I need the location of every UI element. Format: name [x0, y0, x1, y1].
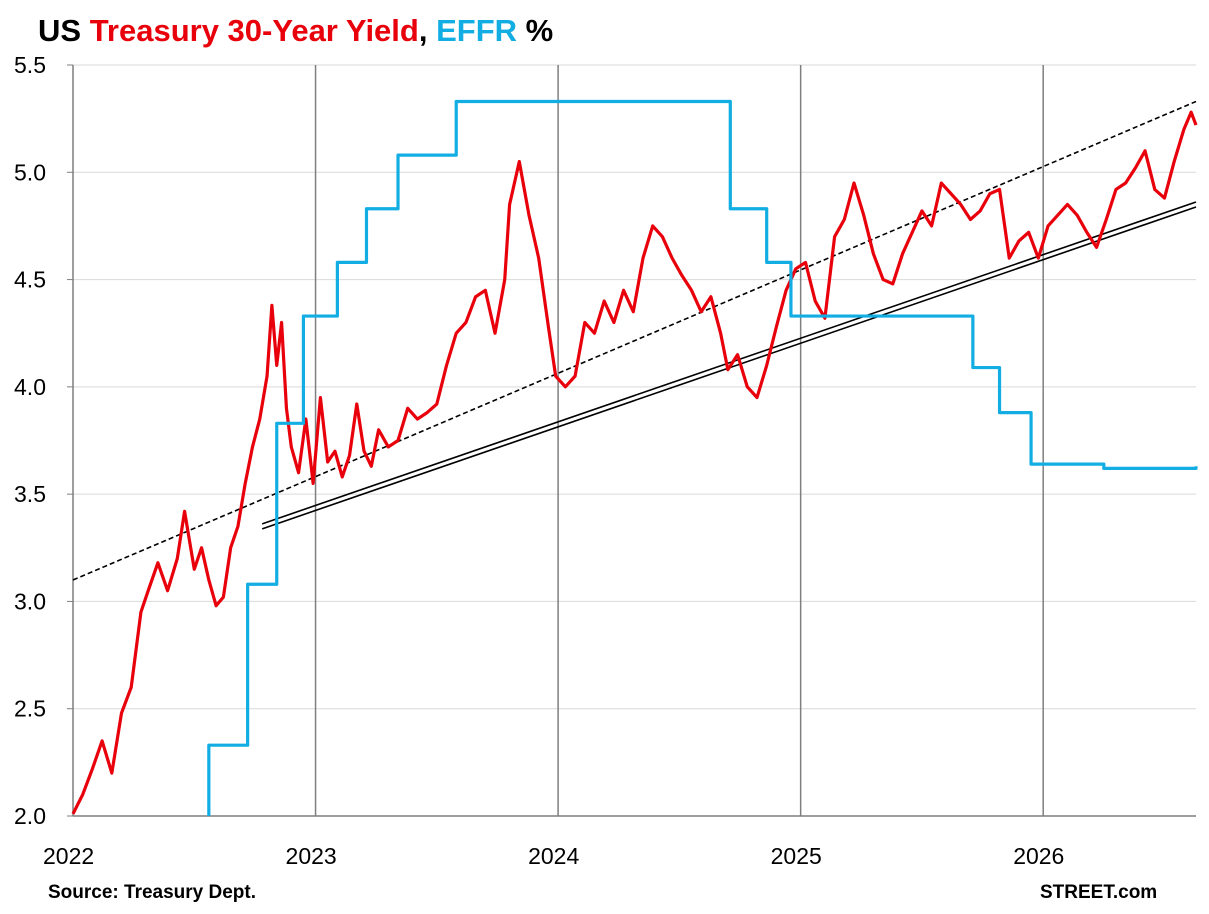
source-note: Source: Treasury Dept. — [48, 882, 256, 903]
title-part-effr: EFFR — [436, 13, 517, 48]
title-part-sep: , — [419, 13, 436, 48]
title-part-us: US — [38, 13, 90, 48]
x-tick-label: 2026 — [1013, 843, 1064, 869]
chart-title: US Treasury 30-Year Yield, EFFR % — [38, 13, 553, 48]
y-tick-label: 4.5 — [14, 267, 46, 293]
y-tick-label: 2.0 — [14, 803, 46, 829]
gridlines — [73, 64, 1196, 816]
x-axis-ticks: 2022 2023 2024 2025 2026 — [43, 843, 1064, 869]
watermark: STREET.com — [1040, 882, 1157, 903]
y-tick-label: 5.5 — [14, 52, 46, 78]
title-part-pct: % — [517, 13, 553, 48]
x-tick-label: 2023 — [286, 843, 337, 869]
y-tick-label: 5.0 — [14, 159, 46, 185]
title-part-treasury: Treasury 30-Year Yield — [90, 13, 419, 48]
trendline-dashed — [72, 100, 1197, 581]
trendline-upper — [261, 201, 1197, 525]
y-tick-label: 2.5 — [14, 696, 46, 722]
x-tick-label: 2022 — [43, 843, 94, 869]
y-tick-label: 3.0 — [14, 588, 46, 614]
treasury-30-year-yield-line — [71, 110, 1198, 815]
x-tick-label: 2025 — [771, 843, 822, 869]
y-tick-label: 4.0 — [14, 374, 46, 400]
x-tick-label: 2024 — [528, 843, 579, 869]
effr-line — [207, 99, 1198, 816]
y-tick-label: 3.5 — [14, 481, 46, 507]
series-group — [71, 99, 1198, 816]
axes — [67, 64, 1196, 817]
y-axis-ticks: 2.0 2.5 3.0 3.5 4.0 4.5 5.0 5.5 — [14, 52, 46, 829]
